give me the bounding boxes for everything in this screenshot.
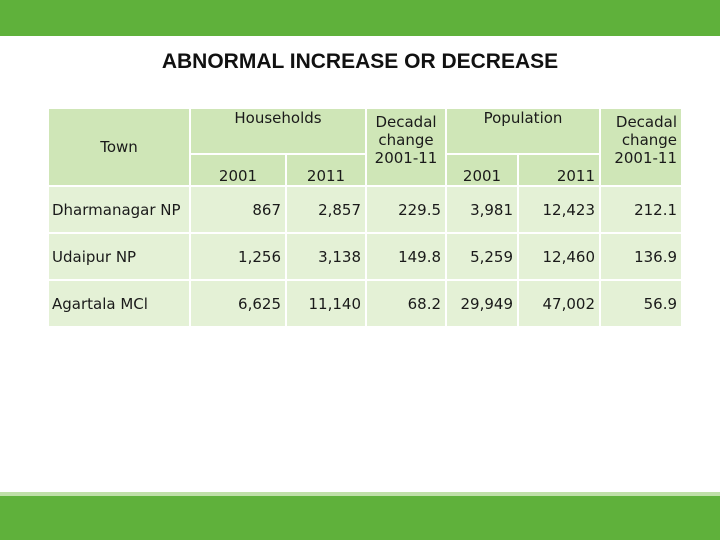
header-pop-decadal-line2: change — [621, 131, 678, 149]
header-pop-decadal-line3: 2001-11 — [614, 149, 678, 167]
cell-hh-change: 68.2 — [367, 281, 446, 326]
header-hh-decadal-line2: change — [378, 131, 434, 149]
cell-pop-2001: 3,981 — [447, 187, 518, 232]
census-table: Town Households Decadal change 2001-11 P… — [47, 107, 683, 328]
header-pop-decadal-change: Decadal change 2001-11 — [601, 109, 682, 185]
header-pop-2001: 2001 — [447, 155, 518, 185]
cell-pop-change: 212.1 — [601, 187, 682, 232]
cell-hh-2011: 11,140 — [287, 281, 366, 326]
cell-pop-2011: 12,423 — [519, 187, 600, 232]
header-row-top: Town Households Decadal change 2001-11 P… — [49, 109, 682, 185]
header-households: Households — [191, 109, 366, 153]
cell-town: Dharmanagar NP — [49, 187, 189, 232]
cell-hh-2001: 867 — [191, 187, 285, 232]
header-hh-2011: 2011 — [287, 155, 366, 185]
cell-pop-2001: 5,259 — [447, 234, 518, 279]
header-hh-2001: 2001 — [191, 155, 285, 185]
table-row: Agartala MCl 6,625 11,140 68.2 29,949 47… — [49, 281, 682, 326]
cell-town: Agartala MCl — [49, 281, 189, 326]
cell-pop-2011: 12,460 — [519, 234, 600, 279]
cell-pop-2001: 29,949 — [447, 281, 518, 326]
bottom-accent-bar — [0, 496, 720, 540]
top-accent-bar — [0, 0, 720, 36]
header-town: Town — [49, 109, 189, 185]
header-population: Population — [447, 109, 600, 153]
cell-town: Udaipur NP — [49, 234, 189, 279]
cell-hh-2011: 2,857 — [287, 187, 366, 232]
bottom-accent-line — [0, 492, 720, 496]
header-pop-2011: 2011 — [519, 155, 600, 185]
header-pop-decadal-line1: Decadal — [615, 113, 678, 131]
header-hh-decadal-line1: Decadal — [375, 113, 437, 131]
cell-pop-change: 136.9 — [601, 234, 682, 279]
slide-title: ABNORMAL INCREASE OR DECREASE — [161, 50, 559, 73]
cell-hh-2001: 1,256 — [191, 234, 285, 279]
cell-pop-change: 56.9 — [601, 281, 682, 326]
header-hh-decadal-change: Decadal change 2001-11 — [367, 109, 446, 185]
header-hh-decadal-line3: 2001-11 — [374, 149, 438, 167]
cell-hh-change: 229.5 — [367, 187, 446, 232]
table-row: Dharmanagar NP 867 2,857 229.5 3,981 12,… — [49, 187, 682, 232]
cell-pop-2011: 47,002 — [519, 281, 600, 326]
table-row: Udaipur NP 1,256 3,138 149.8 5,259 12,46… — [49, 234, 682, 279]
cell-hh-change: 149.8 — [367, 234, 446, 279]
cell-hh-2001: 6,625 — [191, 281, 285, 326]
header-row-years: 2001 2011 2001 2011 — [49, 155, 681, 185]
cell-hh-2011: 3,138 — [287, 234, 366, 279]
